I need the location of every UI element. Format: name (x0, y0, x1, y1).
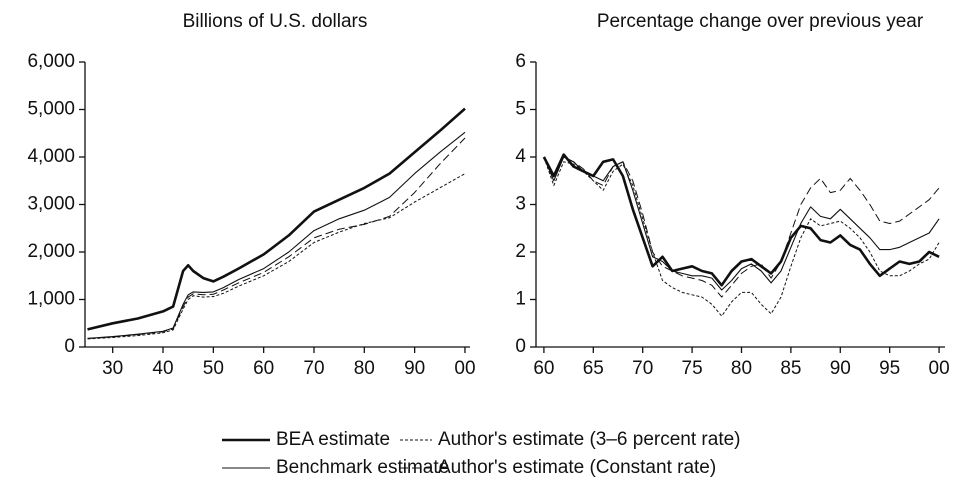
series-line (542, 153, 940, 287)
x-tick-label: 70 (303, 358, 324, 379)
y-tick-label: 4,000 (27, 146, 75, 167)
x-tick-label: 80 (731, 358, 752, 379)
y-tick-label: 2 (515, 241, 526, 262)
y-tick-label: 1,000 (27, 289, 75, 310)
y-tick-label: 6 (515, 51, 526, 72)
y-tick-label: 6,000 (27, 51, 75, 72)
x-tick-label: 40 (152, 358, 173, 379)
x-tick-label: 00 (929, 358, 950, 379)
y-tick-label: 3,000 (27, 194, 75, 215)
y-tick-label: 5 (515, 99, 526, 120)
series-line (87, 107, 466, 331)
x-tick-label: 60 (533, 358, 554, 379)
legend-label: Benchmark estimate (276, 457, 449, 478)
series-line (543, 156, 940, 291)
x-tick-label: 30 (102, 358, 123, 379)
x-tick-label: 90 (404, 358, 425, 379)
x-tick-label: 90 (830, 358, 851, 379)
x-tick-label: 75 (682, 358, 703, 379)
y-tick-label: 4 (515, 146, 526, 167)
y-tick-label: 2,000 (27, 241, 75, 262)
series-line (87, 173, 466, 340)
x-tick-label: 70 (632, 358, 653, 379)
chart-title: Percentage change over previous year (597, 11, 924, 32)
x-tick-label: 95 (879, 358, 900, 379)
y-tick-label: 0 (64, 336, 75, 357)
x-tick-label: 00 (454, 358, 475, 379)
y-tick-label: 0 (515, 336, 526, 357)
x-tick-label: 85 (780, 358, 801, 379)
legend-label: BEA estimate (276, 429, 390, 450)
chart-title: Billions of U.S. dollars (183, 11, 368, 32)
x-tick-label: 80 (354, 358, 375, 379)
legend-label: Author's estimate (3–6 percent rate) (438, 429, 741, 450)
series-line (87, 131, 466, 339)
y-tick-label: 3 (515, 194, 526, 215)
series-line (87, 137, 466, 339)
y-tick-label: 5,000 (27, 99, 75, 120)
series-line (543, 156, 940, 298)
y-tick-label: 1 (515, 289, 526, 310)
x-tick-label: 50 (203, 358, 224, 379)
x-tick-label: 60 (253, 358, 274, 379)
legend-label: Author's estimate (Constant rate) (438, 457, 716, 478)
x-tick-label: 65 (583, 358, 604, 379)
